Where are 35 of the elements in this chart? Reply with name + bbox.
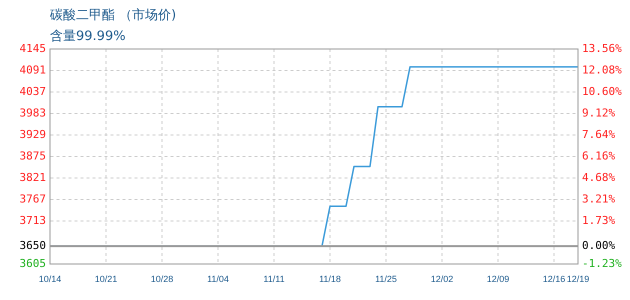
chart-title: 碳酸二甲酯 （市场价) [50,7,176,24]
y2-tick-label: 7.64% [582,128,616,141]
x-tick-label: 10/21 [94,274,118,284]
x-tick-label: 11/04 [207,274,229,284]
x-tick-label: 12/09 [486,274,510,284]
y2-tick-label: -1.23% [582,256,622,270]
y-tick-label: 3713 [20,214,46,227]
y2-tick-label: 6.16% [582,149,616,162]
y-tick-label: 4037 [20,84,46,98]
y2-tick-label: 4.68% [582,170,616,184]
y-tick-label: 3929 [20,128,46,141]
y-tick-label: 4091 [20,63,46,76]
y2-tick-label: 1.73% [582,214,616,227]
y2-tick-label: 0.00% [582,238,616,252]
y-tick-label: 3605 [20,256,46,270]
x-tick-label: 12/19 [566,274,590,284]
y-tick-label: 3650 [20,238,46,252]
y2-tick-label: 3.21% [582,192,616,206]
x-tick-label: 12/16 [542,274,566,284]
y-tick-label: 4145 [20,42,46,55]
x-tick-label: 10/28 [150,274,174,284]
y2-tick-label: 9.12% [582,106,616,120]
x-tick-label: 11/11 [263,274,285,284]
y-tick-label: 3821 [20,170,46,184]
y-tick-label: 3875 [20,149,46,162]
x-tick-label: 11/25 [375,274,397,284]
y2-tick-label: 10.60% [582,84,622,98]
x-tick-label: 11/18 [319,274,341,284]
x-tick-label: 12/02 [430,274,454,284]
x-tick-label: 10/14 [38,274,62,284]
chart-subtitle: 含量99.99% [50,28,126,45]
y2-tick-label: 13.56% [582,42,622,55]
y-tick-label: 3767 [20,192,46,206]
y2-tick-label: 12.08% [582,63,622,76]
y-tick-label: 3983 [20,106,46,120]
